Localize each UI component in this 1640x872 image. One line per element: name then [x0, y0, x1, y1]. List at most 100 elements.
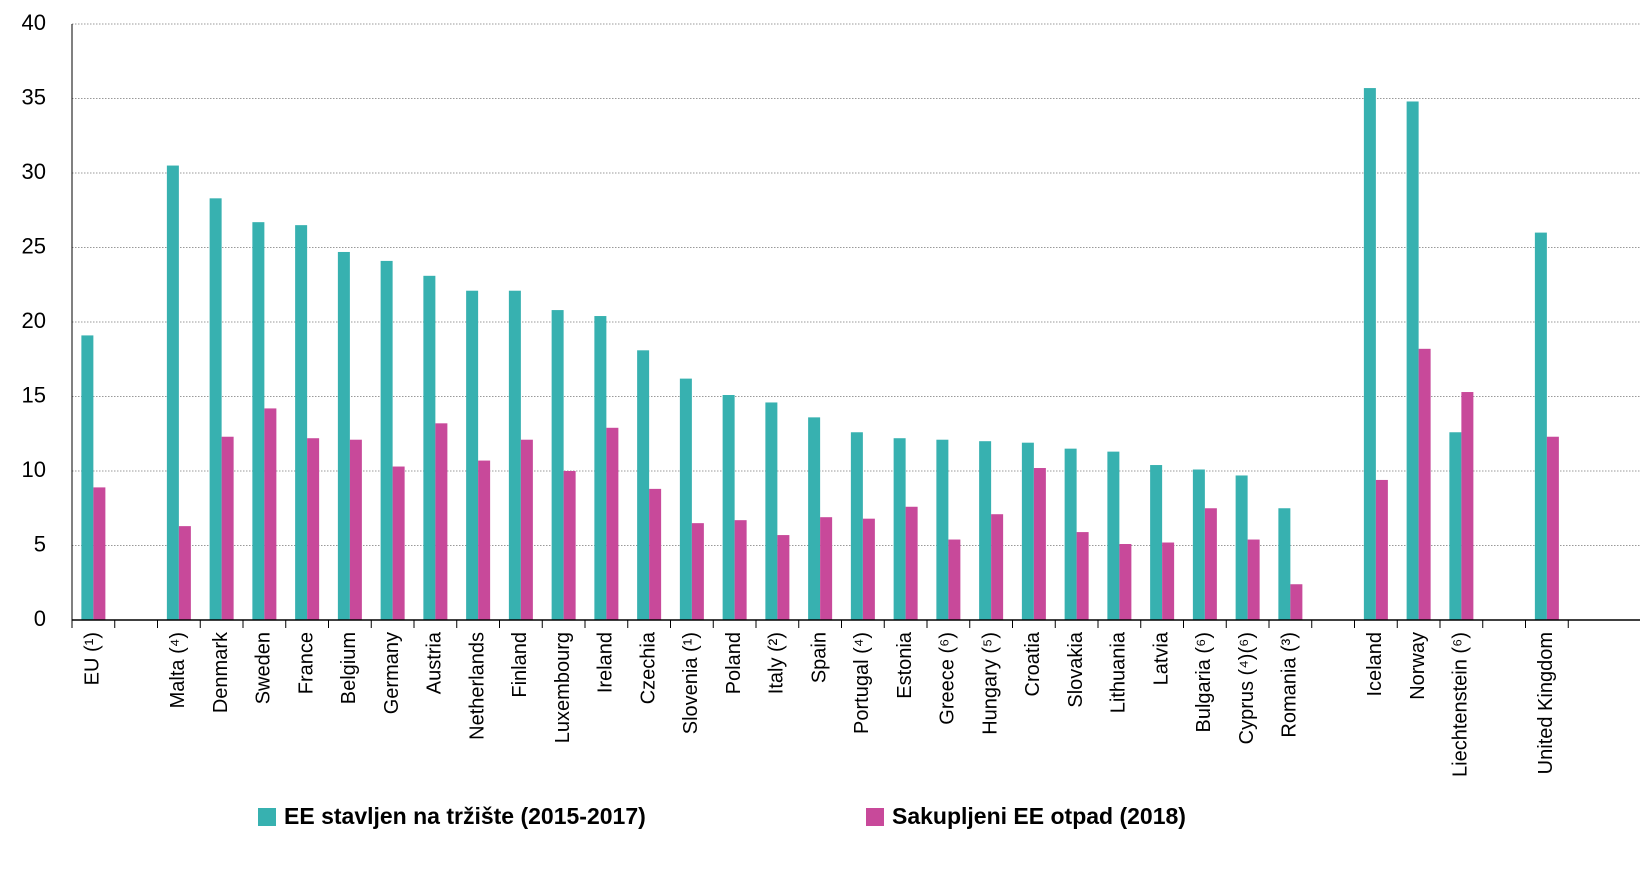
bar: [1204, 508, 1217, 620]
x-tick-label: Cyprus (⁴)(⁶): [1236, 632, 1258, 744]
y-tick-label: 40: [22, 10, 46, 35]
bar: [307, 438, 320, 620]
bar: [1235, 475, 1248, 620]
bar: [1076, 532, 1089, 620]
bar: [380, 260, 393, 620]
x-tick-label: Estonia: [894, 631, 916, 699]
bar: [862, 518, 875, 620]
x-tick-label: Iceland: [1364, 632, 1386, 697]
bar: [850, 432, 863, 620]
bar: [1150, 465, 1163, 620]
x-tick-label: Luxembourg: [552, 632, 574, 743]
bar: [1418, 348, 1431, 620]
bar: [905, 506, 918, 620]
bar: [423, 275, 436, 620]
bar: [734, 520, 747, 620]
bar: [679, 378, 692, 620]
bar: [221, 436, 234, 620]
x-tick-label: Hungary (⁵): [979, 632, 1001, 735]
bar: [295, 225, 308, 620]
bar: [1546, 436, 1559, 620]
legend-swatch: [866, 808, 884, 826]
bar: [349, 439, 362, 620]
bar: [209, 198, 222, 620]
bar: [520, 439, 533, 620]
x-tick-label: Lithuania: [1108, 631, 1130, 713]
bar: [808, 417, 821, 620]
bar: [252, 222, 265, 621]
x-tick-label: Belgium: [338, 632, 360, 704]
bar: [337, 251, 350, 620]
bar: [1406, 101, 1419, 621]
bar: [1162, 542, 1175, 620]
x-tick-label: Denmark: [210, 631, 232, 713]
bar: [649, 488, 662, 620]
bar: [1449, 432, 1462, 620]
bar: [178, 526, 191, 620]
legend-label: Sakupljeni EE otpad (2018): [892, 803, 1186, 829]
x-tick-label: Romania (³): [1279, 632, 1301, 738]
bar: [893, 438, 906, 620]
bar: [508, 290, 521, 620]
bar: [563, 471, 576, 620]
bar: [1119, 544, 1132, 620]
bar: [1192, 469, 1205, 620]
x-tick-label: Slovenia (¹): [680, 632, 702, 734]
bar: [979, 441, 992, 620]
bar: [435, 423, 448, 620]
x-tick-label: Finland: [509, 632, 531, 698]
x-tick-label: Greece (⁶): [937, 632, 959, 725]
x-tick-label: Latvia: [1150, 631, 1172, 685]
bar: [1107, 451, 1120, 620]
x-tick-label: Croatia: [1022, 631, 1044, 696]
bar: [392, 466, 405, 620]
y-tick-label: 15: [22, 382, 46, 407]
bar: [1290, 584, 1303, 620]
bar: [93, 487, 106, 620]
y-tick-label: 35: [22, 84, 46, 109]
bar: [478, 460, 491, 620]
bar: [1375, 479, 1388, 620]
y-tick-label: 20: [22, 308, 46, 333]
x-tick-label: Germany: [381, 632, 403, 714]
x-tick-label: Norway: [1407, 632, 1429, 700]
bar: [1278, 508, 1291, 620]
bar: [936, 439, 949, 620]
bar: [466, 290, 479, 620]
x-tick-label: Slovakia: [1065, 631, 1087, 707]
bar: [1033, 468, 1046, 620]
x-tick-label: Spain: [808, 632, 830, 683]
x-tick-label: France: [295, 632, 317, 694]
y-tick-label: 30: [22, 159, 46, 184]
x-tick-label: Sweden: [253, 632, 275, 704]
x-tick-label: Malta (⁴): [167, 632, 189, 708]
bar: [1534, 232, 1547, 620]
bar: [991, 514, 1004, 620]
bar: [637, 350, 650, 620]
x-tick-label: Portugal (⁴): [851, 632, 873, 734]
x-tick-label: Ireland: [595, 632, 617, 693]
bar: [722, 395, 735, 620]
y-tick-label: 10: [22, 457, 46, 482]
bar: [820, 517, 833, 620]
y-tick-label: 25: [22, 233, 46, 258]
y-tick-label: 5: [34, 531, 46, 556]
x-tick-label: Bulgaria (⁶): [1193, 632, 1215, 733]
bar: [1461, 392, 1474, 620]
x-tick-label: Poland: [723, 632, 745, 694]
bar: [765, 402, 778, 620]
bar: [594, 316, 607, 620]
bar: [777, 535, 790, 620]
bar: [551, 310, 564, 620]
x-tick-label: Austria: [424, 631, 446, 694]
bar: [1363, 88, 1376, 620]
bar: [81, 335, 94, 620]
x-tick-label: United Kingdom: [1535, 632, 1557, 774]
bar: [1247, 539, 1260, 620]
y-tick-label: 0: [34, 606, 46, 631]
x-tick-label: Netherlands: [466, 632, 488, 740]
legend-swatch: [258, 808, 276, 826]
bar: [1021, 442, 1034, 620]
bar: [691, 523, 704, 620]
